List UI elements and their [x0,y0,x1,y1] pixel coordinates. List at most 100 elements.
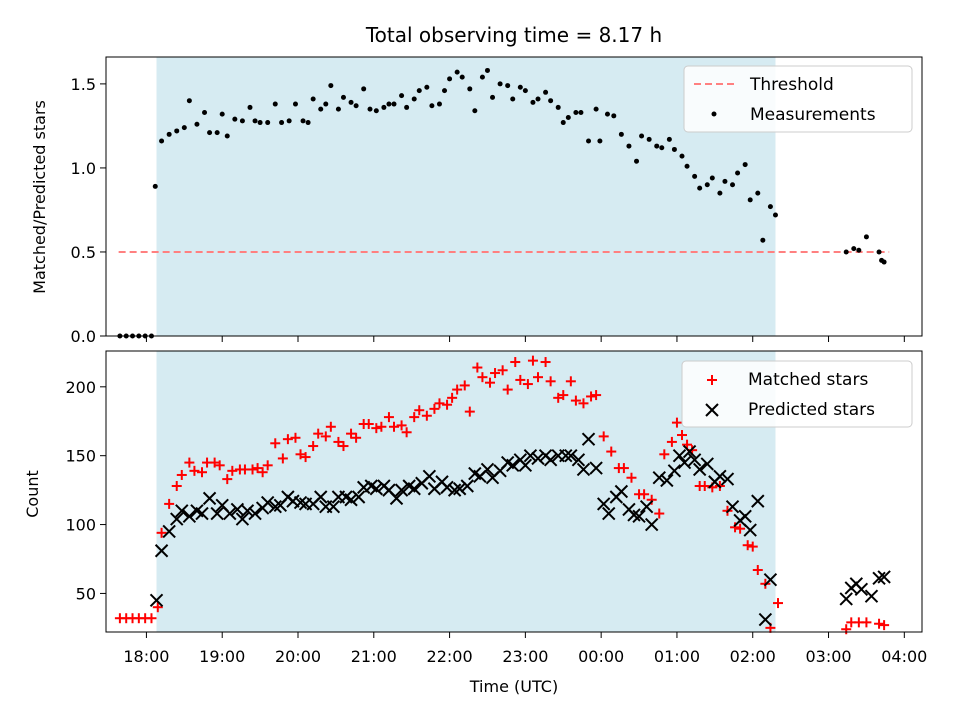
matched-star-point [699,480,710,491]
predicted-star-point [440,480,454,495]
x-tick-label: 21:00 [351,647,397,666]
matched-star-point [371,423,382,434]
measurements-points [117,67,887,339]
measurement-point [447,76,453,82]
matched-star-point [527,355,538,366]
matched-star-point [558,390,569,401]
predicted-star-point-b [677,455,692,470]
x-tick-label: 19:00 [199,647,245,666]
matched-star-point [578,398,589,409]
predicted-star-point-b [149,593,164,608]
predicted-star-point [314,490,328,504]
predicted-star-point [175,504,189,518]
predicted-stars-points [149,432,891,627]
predicted-star-point-b [639,499,654,514]
x-tick-label: 00:00 [578,647,624,666]
matched-star-point [447,392,458,403]
measurement-point [411,96,417,102]
bottom-x-axis-ticks: 18:00 19:00 20:00 21:00 22:00 23:00 00:00 01:00… [123,632,927,666]
measurement-point [717,190,723,196]
measurement-point [618,131,624,137]
matched-star-point [222,474,233,485]
predicted-star-point [344,493,358,507]
matched-star-point [295,449,306,460]
matched-star-point [152,602,163,613]
measurement-point [416,88,422,94]
matched-star-point [262,460,273,471]
predicted-star-point [564,448,578,463]
measurement-point [881,259,887,265]
legend-x-marker-b [705,403,719,417]
predicted-star-point-b [394,483,409,497]
measurement-point [709,175,715,181]
predicted-star-point [743,523,757,537]
matched-star-point [414,405,425,416]
top-legend-box [683,65,913,133]
measurement-point [671,146,677,152]
legend-measurements-label: Measurements [750,105,876,125]
predicted-star-point-b [644,517,659,532]
bottom-panel: 50 100 150 200 18:00 19:00 20:00 21:00 22:00 23:… [23,350,927,696]
predicted-star-point-b [248,506,262,521]
predicted-star-point-b [500,455,515,470]
predicted-star-point [351,490,366,504]
measurement-point [207,130,213,136]
predicted-star-point [407,482,421,496]
measurement-point [586,138,592,144]
matched-star-point [773,598,783,609]
predicted-star-point-b [877,570,891,584]
matched-star-point [598,431,609,442]
matched-star-point [396,420,407,431]
measurement-point [735,170,741,176]
bottom-legend: Matched stars Predicted stars [681,360,913,428]
predicted-star-point [639,499,654,514]
measurement-point [634,158,640,164]
measurement-point [174,128,180,134]
measurement-point [517,84,523,90]
predicted-star-point [223,506,237,521]
predicted-star-point [460,479,474,493]
measurement-point [310,96,316,102]
predicted-star-point-b [667,464,682,478]
predicted-star-point [763,572,778,587]
predicted-star-point-b [571,453,586,467]
matched-star-point [459,380,470,391]
x-tick-label: 20:00 [275,647,321,666]
predicted-star-point-b [293,495,308,510]
top-y-tick-label: 1.0 [71,159,96,178]
observing-window-band-bottom [156,351,776,632]
predicted-star-point-b [543,453,558,467]
predicted-star-point [652,471,666,485]
predicted-star-point-b [382,483,396,497]
predicted-star-point [839,592,853,606]
predicted-star-point-b [268,499,282,514]
matched-star-point [522,379,533,390]
measurement-point [565,115,571,121]
matched-star-point [490,368,501,379]
predicted-star-point [559,448,573,463]
matched-star-point [363,419,374,430]
predicted-star-point-b [447,483,462,497]
matched-star-point [308,441,319,452]
predicted-star-point [394,483,409,497]
predicted-star-point [210,506,224,521]
measurement-point [578,109,584,115]
x-tick-label: 02:00 [730,647,776,666]
legend-matched-swatch [707,375,717,385]
measurement-point [604,111,610,117]
matched-star-point [545,376,556,387]
matched-star-point [477,372,488,383]
matched-star-point [452,384,463,395]
predicted-star-point [571,453,586,467]
predicted-star-point-b [260,495,275,510]
predicted-star-point [877,570,891,584]
measurement-point [479,74,485,80]
bottom-plot-frame [105,350,923,633]
bottom-legend-box [681,360,913,428]
measurement-point [548,98,554,104]
matched-star-point [247,464,258,475]
predicted-star-point [700,457,714,471]
legend-measurements-swatch [711,111,717,117]
predicted-star-point [864,589,879,603]
predicted-star-point-b [402,479,416,493]
